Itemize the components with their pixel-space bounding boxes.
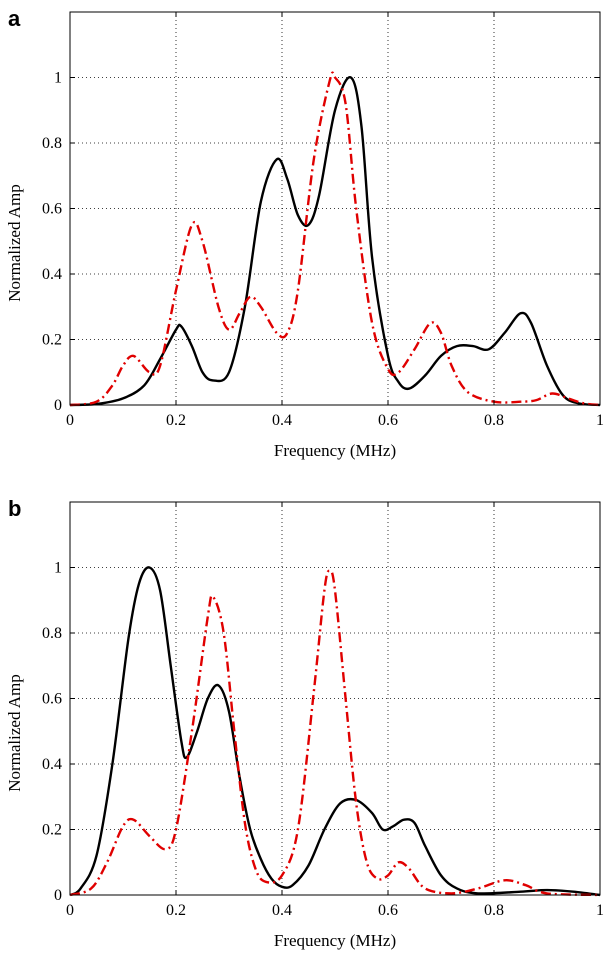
y-tick-label: 0.4	[42, 266, 62, 283]
panel-label-b: b	[8, 496, 22, 521]
x-tick-label: 1	[596, 412, 604, 429]
series-line-solid	[69, 76, 601, 407]
y-tick-label: 0.8	[42, 625, 62, 642]
chart-a-svg: 0 0.2 0.4 0.6 0.8 1 0 0.2 0.4 0.6 0.8 1 Frequency (…	[5, 11, 604, 460]
y-axis-label: Normalized Amp	[5, 184, 24, 302]
x-tick-label: 0	[66, 412, 74, 429]
series-line-solid	[69, 566, 601, 897]
x-tick-label: 0.8	[484, 412, 504, 429]
x-tick-label: 0.4	[272, 902, 292, 919]
y-tick-label: 0.6	[42, 201, 62, 218]
x-tick-label: 1	[596, 902, 604, 919]
y-tick-label: 1	[54, 70, 62, 87]
series-line-dashdot	[69, 71, 601, 407]
series-line-dashdot	[69, 569, 601, 897]
x-tick-label: 0.6	[378, 412, 398, 429]
y-tick-label: 0	[54, 397, 62, 414]
panel-label-a: a	[8, 6, 21, 31]
x-tick-label: 0.8	[484, 902, 504, 919]
chart-panel-a: a 0 0.2 0.4 0.6 0.8 1 0 0.2 0.4 0.6 0.8 1 Frequency…	[0, 0, 606, 470]
y-tick-label: 0.2	[42, 822, 62, 839]
x-tick-label: 0.2	[166, 902, 186, 919]
x-tick-label: 0	[66, 902, 74, 919]
y-tick-label: 0	[54, 887, 62, 904]
y-tick-label: 0.2	[42, 332, 62, 349]
y-tick-label: 0.6	[42, 691, 62, 708]
x-tick-label: 0.2	[166, 412, 186, 429]
y-axis-label: Normalized Amp	[5, 674, 24, 792]
y-tick-label: 1	[54, 560, 62, 577]
x-axis-label: Frequency (MHz)	[274, 931, 396, 950]
y-tick-label: 0.4	[42, 756, 62, 773]
x-tick-label: 0.4	[272, 412, 292, 429]
chart-panel-b: b 0 0.2 0.4 0.6 0.8 1 0 0.2 0.4 0.6 0.8 1 Frequency…	[0, 490, 606, 960]
x-tick-label: 0.6	[378, 902, 398, 919]
chart-b-svg: 0 0.2 0.4 0.6 0.8 1 0 0.2 0.4 0.6 0.8 1 Frequency (…	[5, 501, 604, 950]
y-tick-label: 0.8	[42, 135, 62, 152]
x-axis-label: Frequency (MHz)	[274, 441, 396, 460]
